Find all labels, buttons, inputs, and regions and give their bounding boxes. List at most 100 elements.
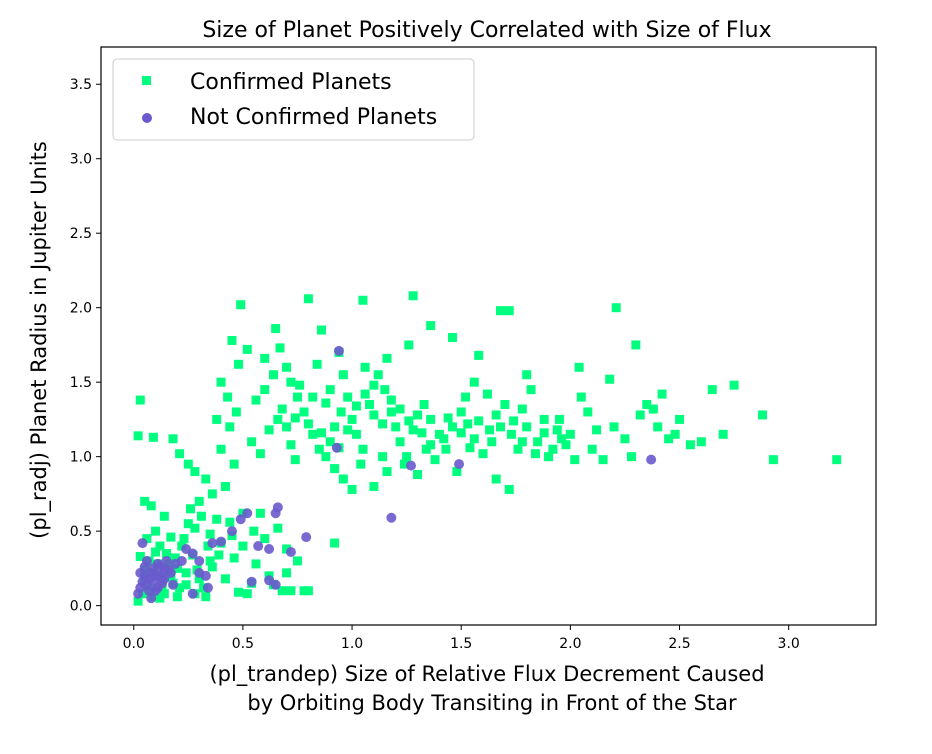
confirmed-planet-point [330,538,340,548]
confirmed-planet-point [325,385,335,395]
confirmed-planet-point [194,496,204,506]
confirmed-planet-point [330,422,340,432]
not-confirmed-planet-point [152,582,163,593]
confirmed-planet-point [648,404,658,414]
confirmed-planet-point [380,385,390,395]
confirmed-planet-point [369,481,379,491]
not-confirmed-planet-point [301,532,312,543]
not-confirmed-planet-point [264,544,275,555]
confirmed-planet-point [570,455,580,465]
confirmed-planet-point [482,389,492,399]
confirmed-planet-point [469,434,479,444]
confirmed-planet-point [135,551,145,561]
legend-marker-not-confirmed [142,113,152,123]
confirmed-planet-point [260,534,270,544]
y-tick-label: 1.5 [70,375,92,391]
confirmed-planet-point [227,335,237,345]
confirmed-planet-point [249,526,259,536]
confirmed-planet-point [517,437,527,447]
confirmed-planet-point [321,452,331,462]
confirmed-planet-point [441,444,451,454]
confirmed-planet-point [539,428,549,438]
confirmed-planet-point [325,437,335,447]
confirmed-planet-point [491,474,501,484]
confirmed-planet-point [583,407,593,417]
confirmed-planet-point [696,437,706,447]
confirmed-planet-point [142,534,152,544]
confirmed-planet-point [500,400,510,410]
x-axis: 0.0 0.5 1.0 1.5 2.0 2.5 3.0 [123,625,800,652]
confirmed-planet-point [231,407,241,417]
confirmed-planet-point [386,407,396,417]
not-confirmed-planet-point [187,548,198,559]
x-tick-label: 1.5 [450,636,472,652]
series-confirmed-planets [133,291,842,606]
confirmed-planet-point [330,464,340,474]
x-axis-label-line-2: by Orbiting Body Transiting in Front of … [247,691,737,715]
not-confirmed-planet-point [285,547,296,558]
confirmed-planet-point [303,419,313,429]
not-confirmed-planet-point [161,555,172,566]
confirmed-planet-point [236,300,246,310]
confirmed-planet-point [461,392,471,402]
confirmed-planet-point [408,291,418,301]
not-confirmed-planet-point [454,459,465,470]
y-tick-label: 2.0 [70,301,92,317]
confirmed-planet-point [404,416,414,426]
y-tick-label: 0.0 [70,599,92,615]
confirmed-planet-point [456,428,466,438]
not-confirmed-planet-point [202,582,213,593]
confirmed-planet-point [220,574,230,584]
confirmed-planet-point [496,422,506,432]
confirmed-planet-point [474,416,484,426]
confirmed-planet-point [264,425,274,435]
confirmed-planet-point [225,517,235,527]
confirmed-planet-point [487,437,497,447]
confirmed-planet-point [517,404,527,414]
confirmed-planet-point [574,362,584,372]
confirmed-planet-point [205,529,215,539]
confirmed-planet-point [452,467,462,477]
confirmed-planet-point [426,414,436,424]
confirmed-planet-point [303,294,313,304]
confirmed-planet-point [140,496,150,506]
confirmed-planet-point [347,484,357,494]
confirmed-planet-point [172,592,182,602]
confirmed-planet-point [592,425,602,435]
confirmed-planet-point [207,562,217,572]
confirmed-planet-point [166,532,176,542]
y-tick-label: 3.0 [70,152,92,168]
y-tick-label: 0.5 [70,524,92,540]
x-tick-label: 2.0 [559,636,581,652]
confirmed-planet-point [159,511,169,521]
confirmed-planet-point [316,428,326,438]
x-axis-label-line-1: (pl_trandep) Size of Relative Flux Decre… [209,662,764,687]
confirmed-planet-point [292,392,302,402]
confirmed-planet-point [402,452,412,462]
confirmed-planet-point [133,596,143,606]
confirmed-planet-point [675,414,685,424]
legend-box [112,58,475,141]
confirmed-planet-point [181,580,191,590]
confirmed-planet-point [223,392,233,402]
confirmed-planet-point [626,452,636,462]
confirmed-planet-point [242,344,252,354]
not-confirmed-planet-point [159,573,170,584]
confirmed-planet-point [277,404,287,414]
confirmed-planet-point [207,489,217,499]
not-confirmed-planet-point [176,555,187,566]
confirmed-planet-point [620,434,630,444]
not-confirmed-planet-point [386,512,397,523]
confirmed-planet-point [657,389,667,399]
y-axis-label: (pl_radj) Planet Radius in Jupiter Units [27,141,52,539]
confirmed-planet-point [664,434,674,444]
not-confirmed-planet-point [146,593,157,604]
x-tick-label: 2.5 [668,636,690,652]
confirmed-planet-point [373,370,383,380]
confirmed-planet-point [447,422,457,432]
not-confirmed-planet-point [331,442,342,453]
confirmed-planet-point [133,431,143,441]
confirmed-planet-point [557,434,567,444]
confirmed-planet-point [718,429,728,439]
